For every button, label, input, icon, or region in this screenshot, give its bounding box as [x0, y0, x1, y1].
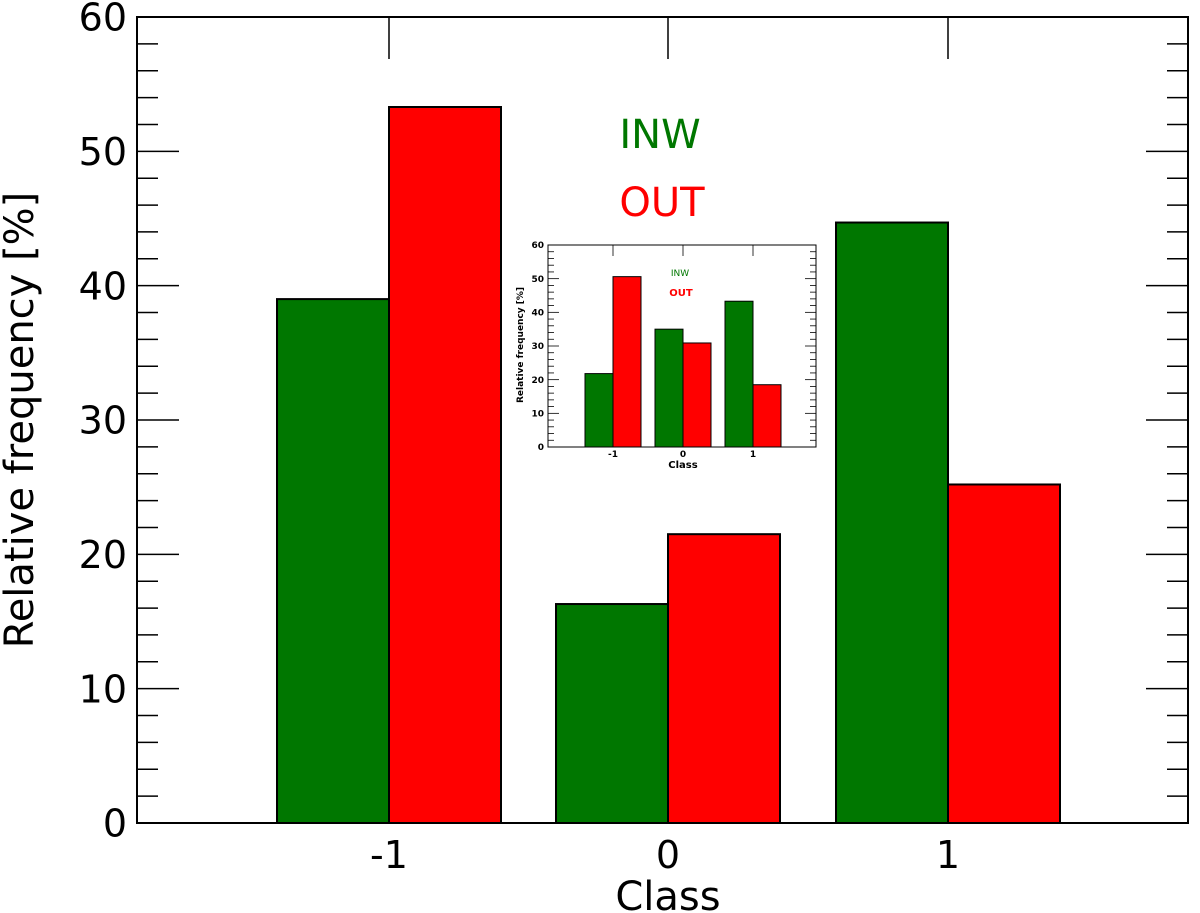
main-bar-inw-class--1	[276, 298, 390, 825]
inset-x-axis-label: Class	[668, 460, 697, 471]
inset-y-tick-label: 0	[538, 443, 544, 453]
main-x-tick-label: -1	[370, 833, 408, 877]
inset-y-tick-label: 20	[531, 376, 544, 386]
main-x-tick-label: 0	[656, 833, 680, 877]
main-bar-inw-class-0	[555, 603, 669, 825]
inset-legend-inw: INW	[671, 269, 689, 279]
main-y-tick-label: 30	[79, 399, 127, 443]
main-legend-out: OUT	[619, 180, 705, 226]
main-bar-out-class-0	[667, 533, 781, 825]
main-legend-inw: INW	[619, 112, 700, 158]
inset-bar-out-class--1	[612, 276, 642, 448]
inset-bar-out-class-1	[752, 384, 782, 448]
inset-y-axis-label: Relative frequency [%]	[516, 287, 526, 403]
inset-x-tick-label: -1	[608, 450, 618, 460]
main-bars	[276, 106, 1061, 825]
inset-x-tick-label: 0	[680, 450, 686, 460]
main-y-tick-label: 0	[103, 802, 127, 846]
inset-y-tick-label: 10	[531, 410, 544, 420]
inset-bar-out-class-0	[682, 342, 712, 448]
main-y-tick-label: 40	[79, 264, 127, 308]
main-y-axis-label: Relative frequency [%]	[0, 192, 43, 649]
inset-bar-inw-class-0	[654, 328, 684, 448]
inset-axes: 0 10 20 30 40 50 60 -1 0 1	[531, 241, 817, 460]
main-bar-inw-class-1	[835, 221, 949, 824]
inset-y-tick-label: 30	[531, 342, 544, 352]
main-x-axis-label: Class	[615, 874, 720, 913]
main-y-tick-label: 10	[79, 667, 127, 711]
inset-x-tick-label: 1	[750, 450, 756, 460]
inset-bar-inw-class-1	[724, 300, 754, 448]
main-y-tick-label: 60	[79, 0, 127, 40]
inset-y-tick-label: 60	[531, 241, 544, 251]
main-bar-out-class--1	[388, 106, 502, 824]
inset-bar-inw-class--1	[584, 373, 614, 448]
inset-y-tick-label: 40	[531, 309, 544, 319]
inset-legend-out: OUT	[669, 288, 693, 299]
inset-y-tick-label: 50	[531, 275, 544, 285]
main-y-tick-label: 50	[79, 130, 127, 174]
main-x-tick-label: 1	[936, 833, 960, 877]
main-y-tick-label: 20	[79, 533, 127, 577]
main-bar-out-class-1	[947, 483, 1061, 824]
